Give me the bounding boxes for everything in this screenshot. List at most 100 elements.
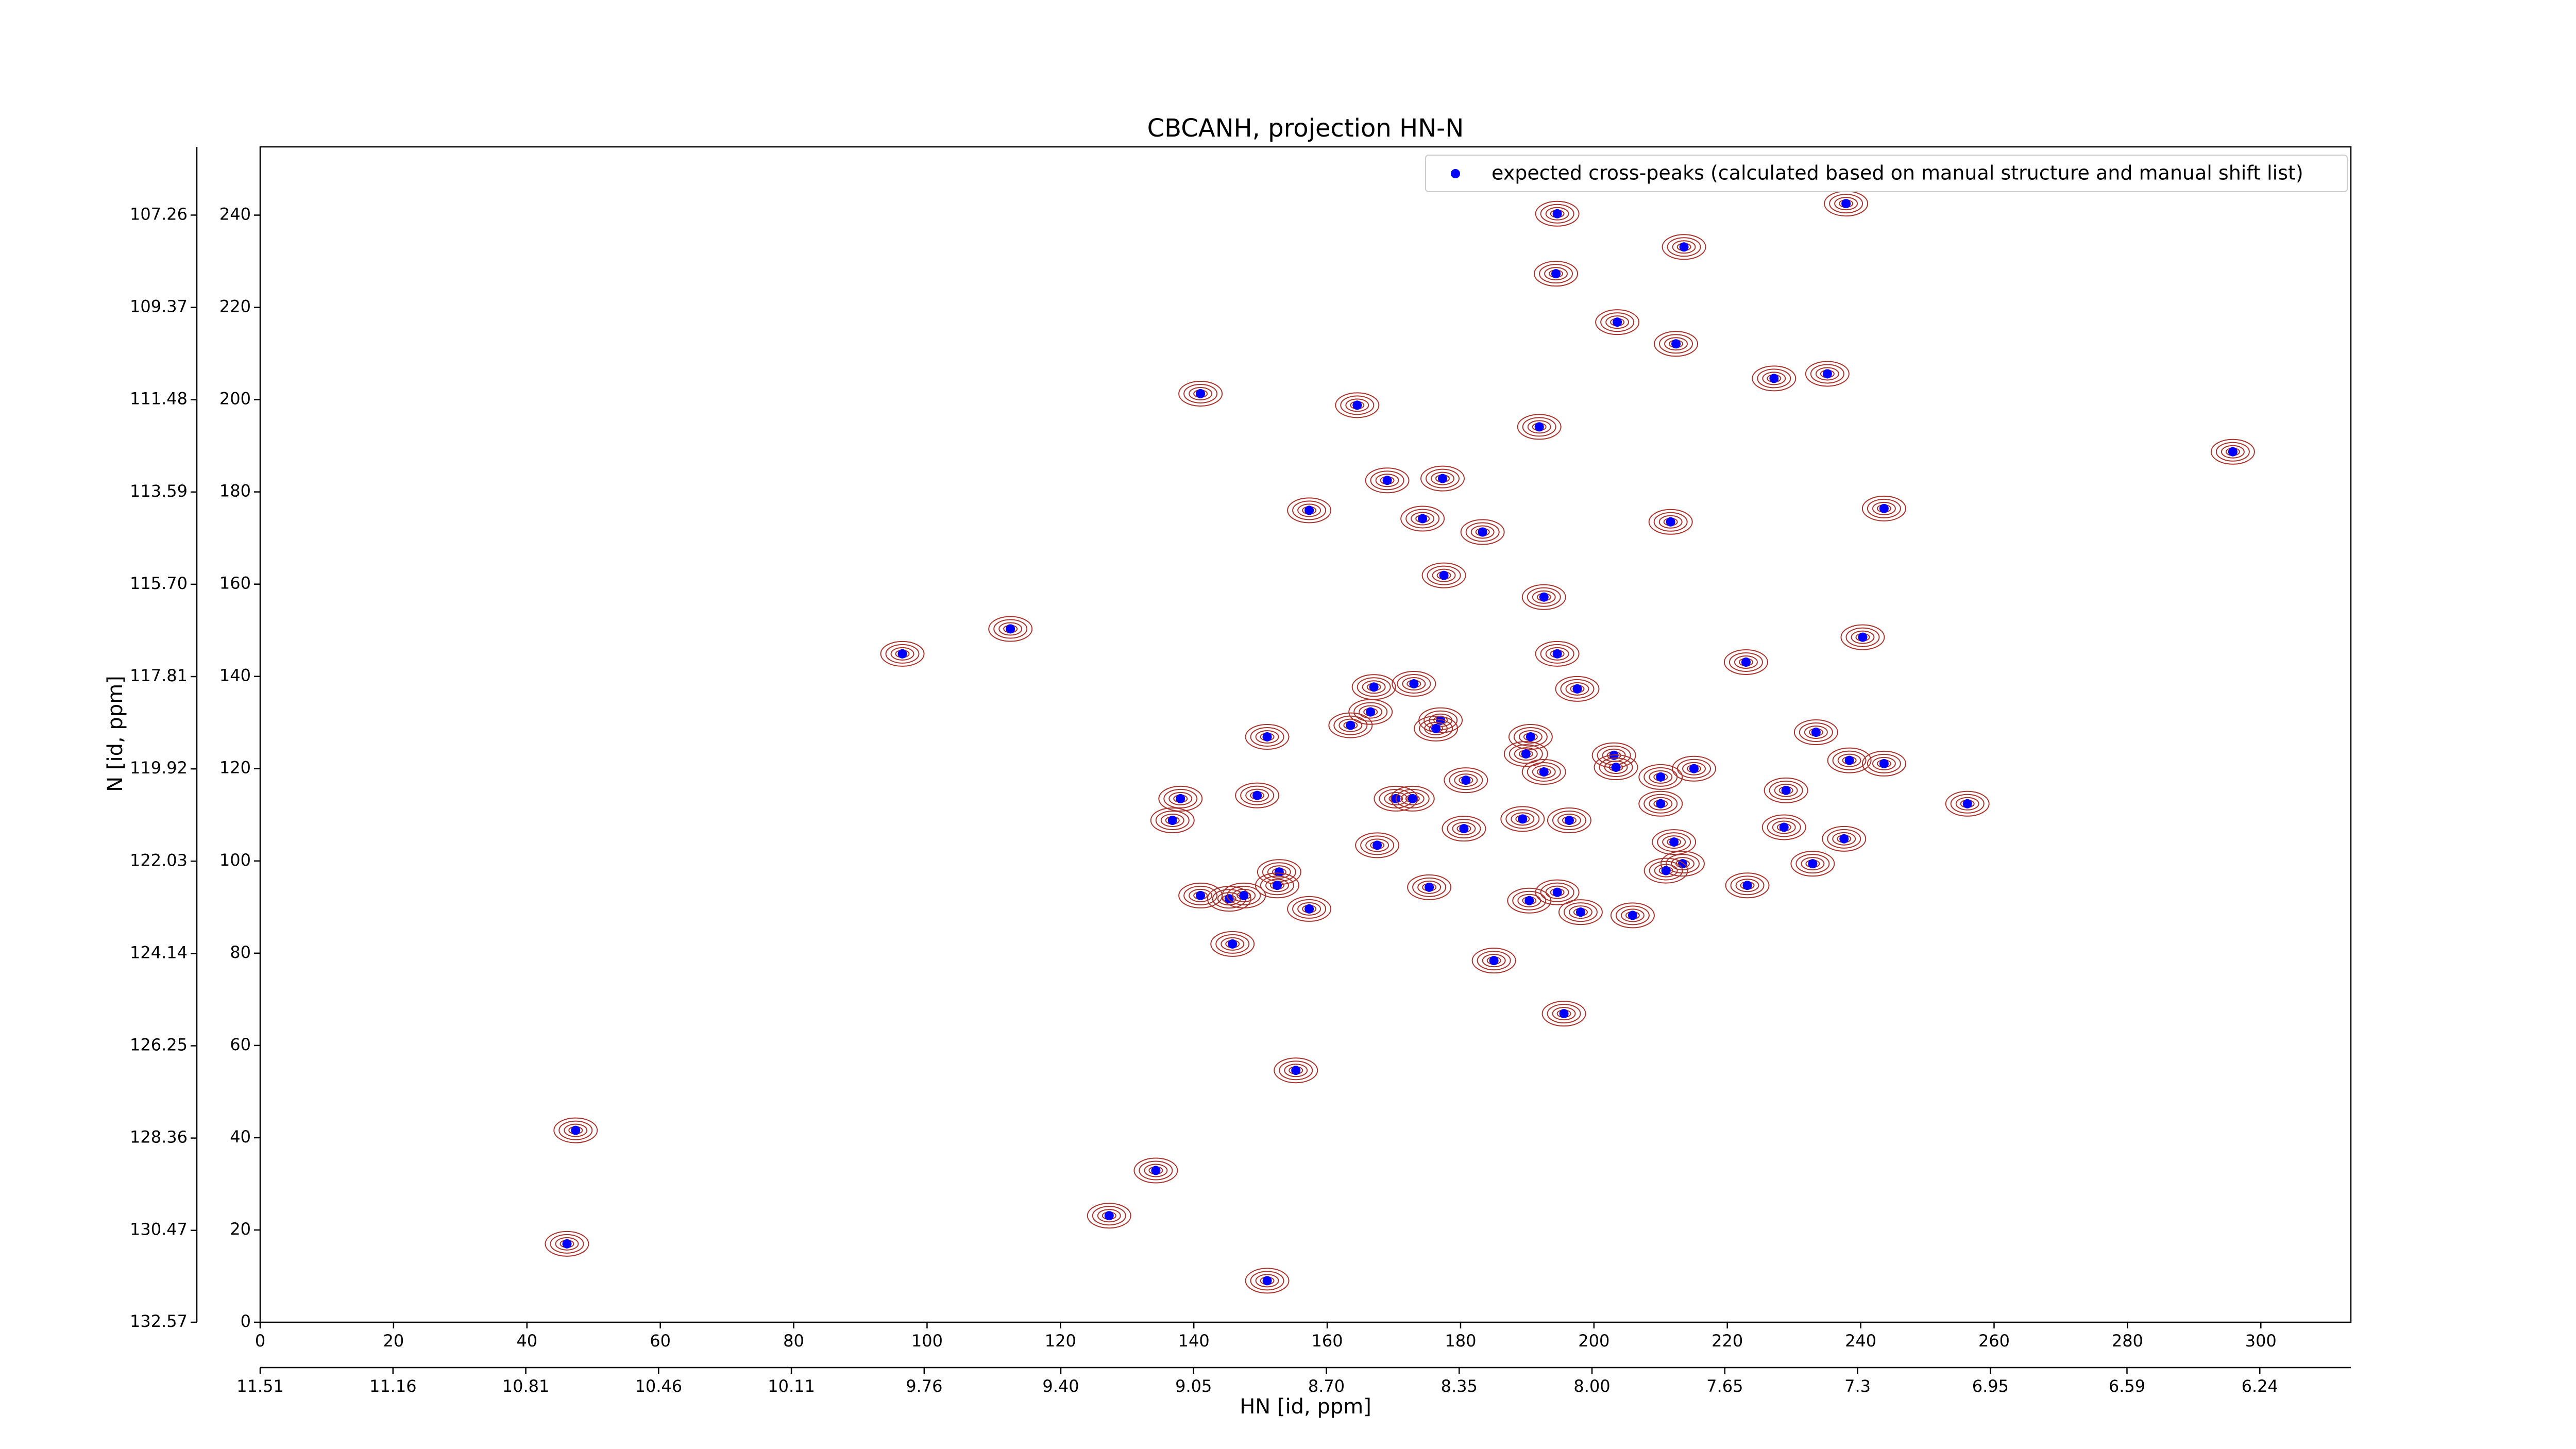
x-tick-label: 200 (1578, 1331, 1609, 1351)
peak-contour (1417, 880, 1442, 894)
peak-contour (1845, 627, 1880, 647)
legend-marker (1451, 169, 1460, 178)
x2-tick-label: 9.76 (906, 1376, 942, 1396)
peak-contour (1265, 879, 1289, 892)
peak-contour (1144, 1164, 1168, 1177)
x-tick-label: 160 (1312, 1331, 1343, 1351)
x2-tick-label: 9.05 (1175, 1376, 1212, 1396)
cross-peak-marker (1679, 242, 1689, 252)
x2-tick-label: 10.11 (768, 1376, 815, 1396)
peak-contour (1508, 723, 1553, 750)
peak-contour (1643, 767, 1678, 787)
cross-peak-marker (1844, 755, 1854, 765)
cross-peak-marker (1666, 517, 1675, 527)
peak-contour (1761, 814, 1806, 840)
x-axis-label: HN [id, ppm] (1240, 1395, 1371, 1419)
peak-contour (1400, 791, 1425, 805)
peak-contour (1365, 467, 1410, 494)
cross-peak-marker (1689, 764, 1699, 773)
peak-contour (885, 644, 920, 664)
peak (880, 641, 925, 667)
peak (1414, 715, 1459, 742)
peak-contour (1652, 829, 1697, 855)
legend-label: expected cross-peaks (calculated based o… (1492, 162, 2303, 184)
peak-contour (1292, 500, 1327, 520)
peak-contour (1240, 785, 1275, 805)
peak-contour (1414, 715, 1459, 742)
peak-contour (1287, 497, 1332, 524)
peak-contour (1541, 1001, 1586, 1027)
peak (1521, 759, 1566, 785)
peak-contour (1355, 832, 1400, 858)
peak-contour (1620, 908, 1645, 922)
peak-contour (1150, 807, 1195, 834)
y-tick-label: 240 (219, 204, 251, 224)
peak-contour (1810, 364, 1844, 384)
peak-contour (1250, 727, 1284, 747)
y-axis-label: N [id, ppm] (104, 676, 127, 792)
peak-contour (1654, 331, 1699, 357)
cross-peak-marker (1291, 1066, 1301, 1075)
peak-contour (1532, 765, 1556, 779)
plot-frame (259, 146, 2352, 1323)
cross-peak-marker (1742, 881, 1752, 890)
cross-peak-marker (1879, 503, 1889, 513)
cross-peak-marker (562, 1239, 572, 1249)
y2-tick-label: 124.14 (130, 942, 188, 962)
cross-peak-marker (1656, 799, 1666, 808)
x-tick-label: 280 (2112, 1331, 2143, 1351)
peak-contour (1097, 1209, 1121, 1223)
y2-tick-label: 107.26 (130, 204, 188, 224)
x2-tick-label: 8.00 (1573, 1376, 1610, 1396)
peak-contour (1420, 465, 1465, 492)
peak-contour (1552, 811, 1586, 831)
peak-contour (1454, 773, 1478, 787)
peak-contour (1297, 503, 1321, 517)
cross-peak-marker (1408, 794, 1417, 803)
peak-contour (1374, 785, 1418, 812)
peak-contour (1279, 1060, 1313, 1081)
peak-contour (1827, 829, 1861, 849)
peak-contour (1509, 744, 1543, 764)
peak-contour (1867, 498, 1901, 518)
cross-peak-marker (1781, 785, 1791, 795)
peak-contour (1407, 874, 1452, 900)
chart-title: CBCANH, projection HN-N (1147, 114, 1464, 143)
cross-peak-marker (1811, 728, 1821, 737)
peak-contour (1723, 649, 1768, 675)
peak-contour (1442, 816, 1486, 842)
peak-contour (1384, 791, 1408, 805)
cross-peak-marker (1839, 834, 1849, 844)
peak-contour (1292, 899, 1327, 919)
peak-contour (1545, 207, 1569, 221)
peak-contour (1558, 899, 1603, 925)
peak-contour (1227, 885, 1261, 905)
peak-contour (1210, 931, 1255, 957)
y-tick-label: 120 (219, 758, 251, 778)
peak (1328, 712, 1373, 738)
cross-peak-marker (1808, 859, 1818, 869)
peak-contour (1412, 877, 1447, 897)
cross-peak-marker (2228, 447, 2238, 457)
peak-contour (1471, 948, 1516, 974)
peak-contour (553, 1117, 598, 1143)
peak-contour (1449, 770, 1483, 790)
peak-contour (1133, 1157, 1178, 1184)
cross-peak-marker (1552, 649, 1562, 659)
peak-contour (1545, 647, 1569, 661)
peak-contour (1539, 264, 1573, 284)
peak-contour (1168, 791, 1193, 805)
peak-contour (1232, 888, 1256, 902)
peak-contour (1793, 719, 1838, 746)
peak (1793, 719, 1838, 746)
peak-contour (1400, 506, 1445, 532)
peak-contour (564, 1123, 588, 1137)
cross-peak-marker (1564, 816, 1574, 825)
cross-peak-marker (1769, 374, 1779, 383)
peak-contour (2221, 445, 2245, 459)
cross-peak-marker (1489, 956, 1499, 966)
cross-peak-marker (1671, 339, 1681, 349)
cross-peak-marker (1439, 570, 1449, 580)
x-tick-label: 40 (516, 1331, 537, 1351)
